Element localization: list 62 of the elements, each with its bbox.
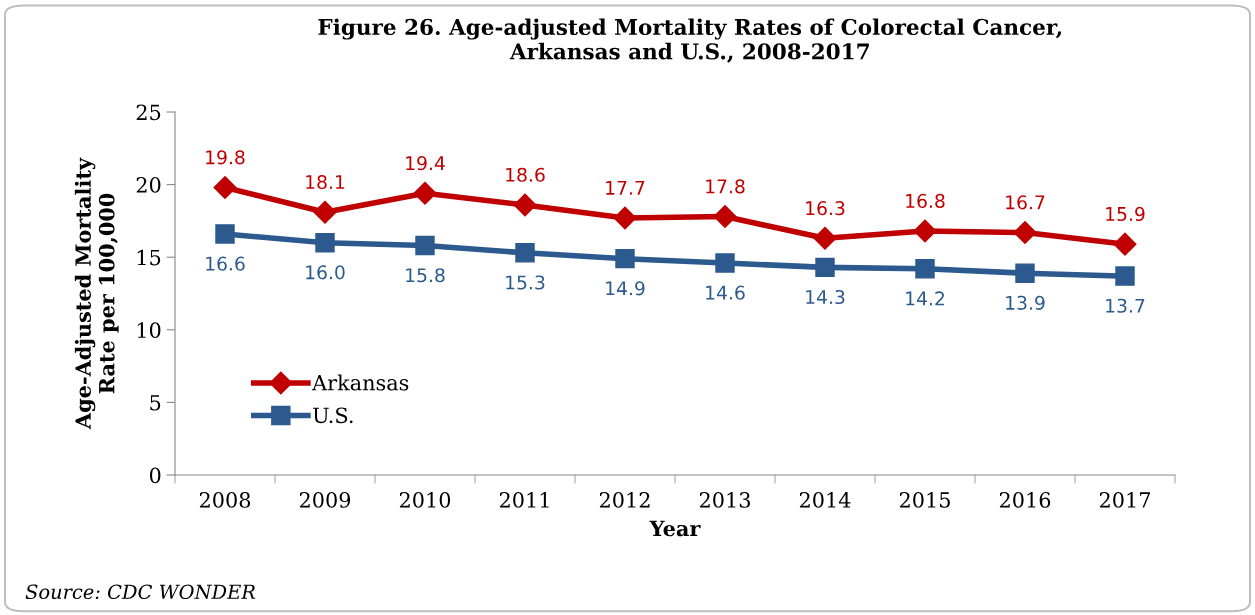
data-label: 17.7 [606,180,645,195]
x-tick-label: 2011 [499,492,549,508]
point [315,232,335,253]
point [413,181,437,205]
x-tick-label: 2008 [199,492,251,508]
point [713,205,737,229]
point [1013,221,1037,245]
legend-label: U.S. [313,407,353,424]
data-label: 13.9 [1006,295,1045,310]
point [1113,232,1137,256]
data-label: 16.0 [306,265,345,280]
data-label: 18.6 [506,167,545,182]
point [213,176,237,200]
data-label: 18.1 [306,174,345,190]
data-label: 19.4 [406,156,445,171]
point [715,253,735,273]
y-tick-label: 20 [136,177,161,193]
x-tick-label: 2010 [399,492,451,508]
data-label: 16.7 [1006,195,1045,210]
x-tick-label: 2012 [599,492,650,508]
y-tick-label: 5 [150,395,161,411]
x-tick-label: 2017 [1099,492,1150,508]
data-label: 17.8 [706,179,745,194]
data-label: 15.8 [406,268,445,283]
data-label: 15.9 [1106,206,1145,222]
point [613,206,637,230]
x-tick-label: 2014 [799,492,851,508]
data-label: 14.3 [806,289,845,305]
point [515,243,535,263]
x-tick-label: 2013 [699,492,750,508]
source-note: Source: CDC WONDER [25,584,256,600]
data-label: 19.8 [206,150,245,165]
chart-title: Figure 26. Age-adjusted Mortality Rates of Colorectal Cancer, Arkansas and U.S., 2008-2017 [318,18,1062,63]
y-tick-label: 0 [149,467,161,484]
point [813,226,837,250]
legend-label: Arkansas [311,374,409,391]
point [913,219,937,243]
point [513,193,537,217]
y-tick-label: 10 [137,322,161,339]
x-axis-title: Year [649,520,701,537]
point [215,224,235,244]
point [615,248,635,269]
x-tick-label: 2009 [299,492,351,508]
x-tick-label: 2016 [999,492,1051,508]
point [815,257,835,278]
point [1015,263,1035,283]
point [415,235,435,256]
data-label: 13.7 [1106,298,1145,313]
point [313,200,337,224]
data-label: 16.3 [806,201,845,216]
data-label: 16.8 [906,193,945,208]
data-label: 16.6 [206,256,245,271]
y-tick-label: 15 [137,249,161,266]
data-label: 14.9 [606,281,645,296]
point [915,259,935,279]
data-label: 14.6 [706,285,745,300]
x-tick-label: 2015 [899,492,950,508]
data-label: 14.2 [906,291,944,306]
y-tick-label: 25 [136,104,161,121]
point [1115,266,1135,286]
data-label: 15.3 [506,275,545,290]
y-axis-title: Age-Adjusted Mortality Rate per 100,000 [74,157,119,430]
